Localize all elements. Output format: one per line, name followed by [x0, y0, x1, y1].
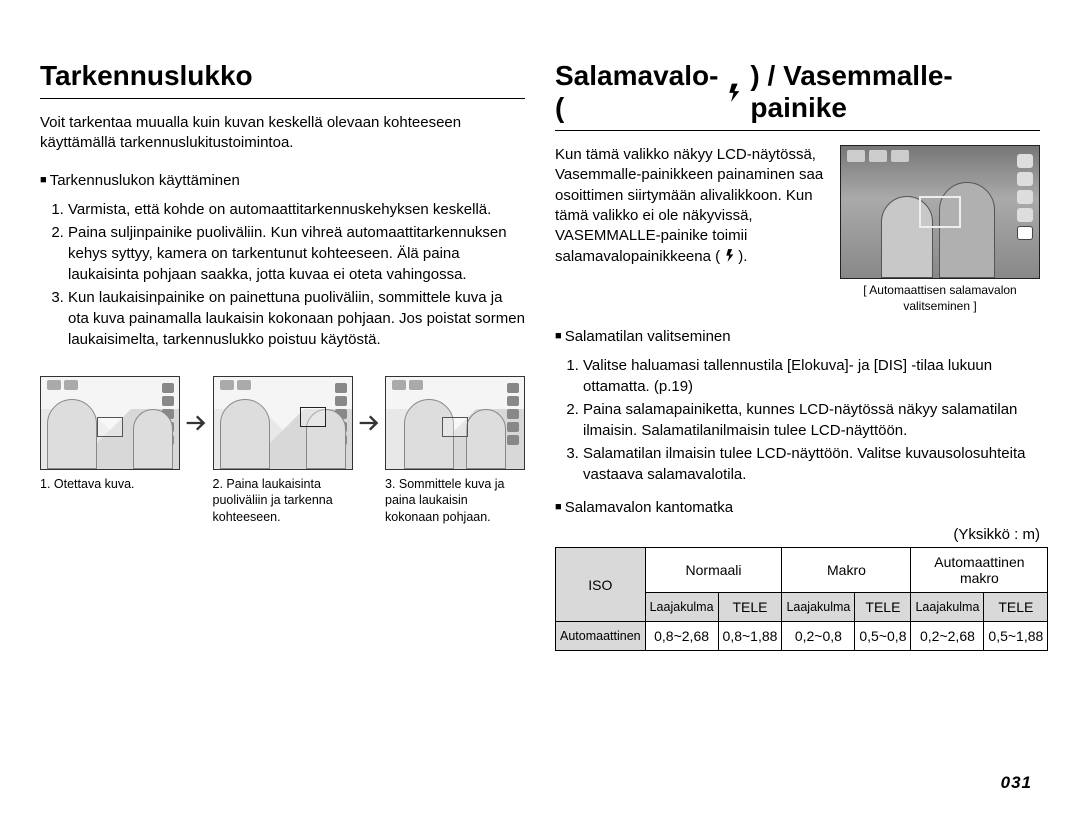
left-step-2: Paina suljinpainike puoliväliin. Kun vih…: [68, 222, 525, 285]
lcd-image: [840, 145, 1040, 279]
lcd-preview: [ Automaattisen salamavalon valitseminen…: [840, 145, 1040, 314]
left-heading: Tarkennuslukko: [40, 60, 525, 99]
unit-label: (Yksikkö : m): [555, 526, 1040, 543]
right-heading-pre: Salamavalo-(: [555, 60, 722, 124]
right-heading-post: ) / Vasemmalle-painike: [750, 60, 1040, 124]
illus-1-caption: 1. Otettava kuva.: [40, 476, 180, 493]
arrow-icon: [180, 376, 213, 470]
illus-3-caption: 3. Sommittele kuva ja paina laukaisin ko…: [385, 476, 525, 527]
th-auto-makro: Automaattinen makro: [911, 548, 1048, 593]
td-3: 0,2~0,8: [782, 622, 855, 651]
td-5: 0,2~2,68: [911, 622, 984, 651]
left-step-3: Kun laukaisinpainike on painettuna puoli…: [68, 287, 525, 350]
arrow-icon: [353, 376, 386, 470]
right-step-1: Valitse haluamasi tallennustila [Elokuva…: [583, 355, 1040, 397]
th-normaali: Normaali: [645, 548, 782, 593]
left-step-1: Varmista, että kohde on automaattitarken…: [68, 199, 525, 220]
td-6: 0,5~1,88: [984, 622, 1048, 651]
illustration-row: 1. Otettava kuva. 2. Paina laukaisinta p…: [40, 376, 525, 527]
flash-range-table: ISO Normaali Makro Automaattinen makro L…: [555, 547, 1048, 651]
right-column: Salamavalo-( ) / Vasemmalle-painike Kun …: [555, 60, 1040, 651]
illus-2-caption: 2. Paina laukaisinta puoliväliin ja tark…: [213, 476, 353, 527]
left-steps: Varmista, että kohde on automaattitarken…: [40, 199, 525, 350]
right-steps: Valitse haluamasi tallennustila [Elokuva…: [555, 355, 1040, 485]
td-2: 0,8~1,88: [718, 622, 782, 651]
right-heading: Salamavalo-( ) / Vasemmalle-painike: [555, 60, 1040, 131]
page-content: Tarkennuslukko Voit tarkentaa muualla ku…: [40, 60, 1040, 651]
right-top-block: Kun tämä valikko näkyy LCD-näytössä, Vas…: [555, 145, 1040, 314]
right-sub1: Salamatilan valitseminen: [555, 328, 1040, 345]
flash-icon: [724, 246, 738, 264]
th-sub-2: TELE: [718, 593, 782, 622]
right-intro: Kun tämä valikko näkyy LCD-näytössä, Vas…: [555, 145, 826, 268]
illus-3: 3. Sommittele kuva ja paina laukaisin ko…: [385, 376, 525, 527]
illus-1: 1. Otettava kuva.: [40, 376, 180, 493]
left-column: Tarkennuslukko Voit tarkentaa muualla ku…: [40, 60, 525, 651]
th-sub-4: TELE: [855, 593, 911, 622]
left-heading-text: Tarkennuslukko: [40, 60, 253, 92]
illus-1-image: [40, 376, 180, 470]
right-sub2: Salamavalon kantomatka: [555, 499, 1040, 516]
lcd-caption: [ Automaattisen salamavalon valitseminen…: [840, 283, 1040, 314]
th-sub-5: Laajakulma: [911, 593, 984, 622]
left-intro: Voit tarkentaa muualla kuin kuvan keskel…: [40, 113, 525, 154]
th-makro: Makro: [782, 548, 911, 593]
th-sub-3: Laajakulma: [782, 593, 855, 622]
td-4: 0,5~0,8: [855, 622, 911, 651]
td-rowlabel: Automaattinen: [556, 622, 646, 651]
left-subheading: Tarkennuslukon käyttäminen: [40, 172, 525, 189]
right-intro-text: Kun tämä valikko näkyy LCD-näytössä, Vas…: [555, 146, 823, 265]
page-number: 031: [1001, 773, 1032, 793]
illus-3-image: [385, 376, 525, 470]
flash-icon: [726, 79, 746, 105]
th-sub-6: TELE: [984, 593, 1048, 622]
right-intro-end: ).: [738, 248, 747, 265]
illus-2: 2. Paina laukaisinta puoliväliin ja tark…: [213, 376, 353, 527]
right-step-2: Paina salamapainiketta, kunnes LCD-näytö…: [583, 399, 1040, 441]
th-sub-1: Laajakulma: [645, 593, 718, 622]
illus-2-image: [213, 376, 353, 470]
table-row-data: Automaattinen 0,8~2,68 0,8~1,88 0,2~0,8 …: [556, 622, 1048, 651]
right-step-3: Salamatilan ilmaisin tulee LCD-näyttöön.…: [583, 443, 1040, 485]
table-row-header1: ISO Normaali Makro Automaattinen makro: [556, 548, 1048, 593]
th-iso: ISO: [556, 548, 646, 622]
td-1: 0,8~2,68: [645, 622, 718, 651]
